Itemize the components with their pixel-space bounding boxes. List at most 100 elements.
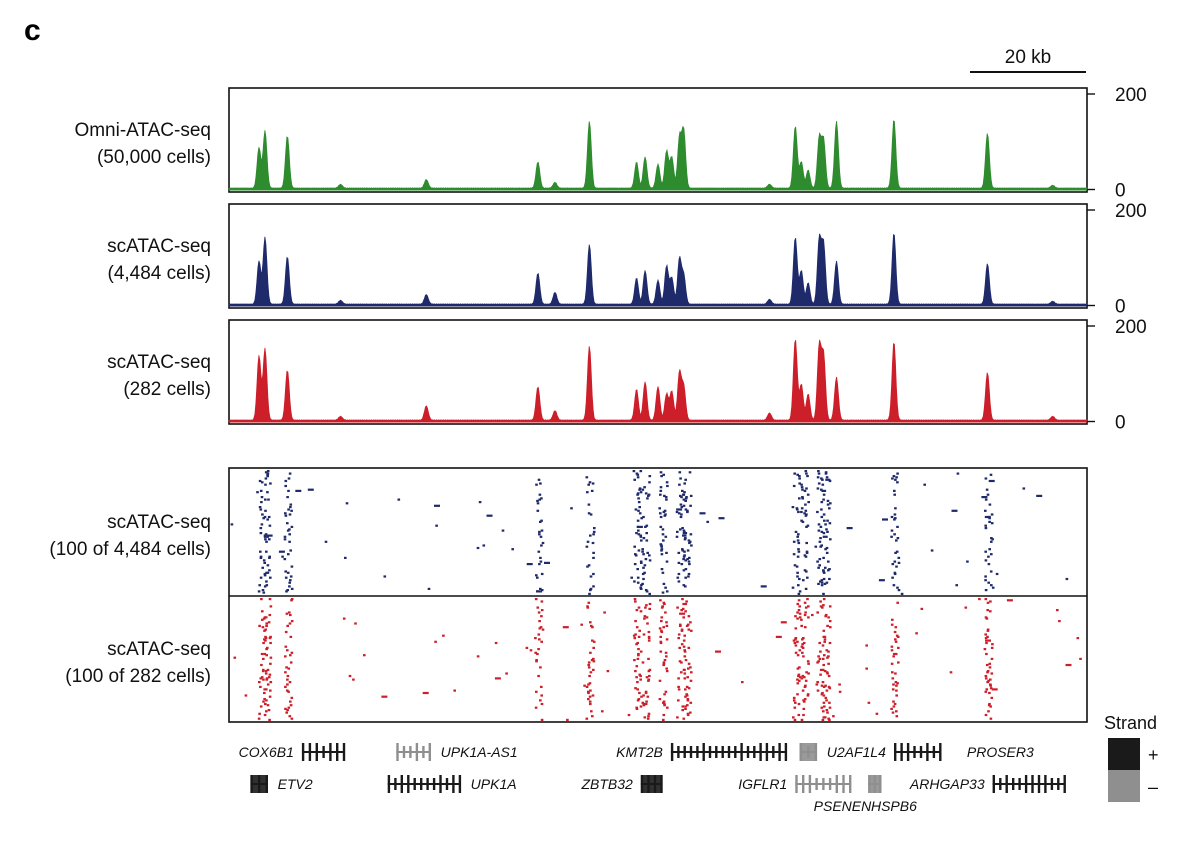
gene-sub-label: HSPB6 xyxy=(871,798,917,814)
fragment-mark xyxy=(890,529,894,532)
fragment-mark xyxy=(642,633,646,636)
fragment-mark xyxy=(264,471,268,474)
fragment-mark xyxy=(286,689,289,692)
raster-label: (100 of 282 cells) xyxy=(65,666,211,687)
fragment-mark xyxy=(680,513,683,516)
fragment-mark xyxy=(278,550,285,553)
fragment-mark xyxy=(827,662,830,665)
fragment-mark xyxy=(792,696,796,699)
fragment-mark xyxy=(894,551,897,554)
panel-letter: c xyxy=(24,14,41,47)
fragment-mark xyxy=(802,655,805,658)
fragment-mark xyxy=(988,691,991,695)
fragment-mark xyxy=(805,551,809,554)
fragment-mark xyxy=(590,489,594,492)
fragment-mark xyxy=(664,611,667,614)
fragment-mark xyxy=(1065,663,1072,667)
fragment-mark xyxy=(682,555,686,558)
fragment-mark xyxy=(637,533,641,536)
fragment-mark xyxy=(795,507,799,510)
fragment-mark xyxy=(664,535,668,538)
fragment-mark xyxy=(647,715,650,718)
gene-exon xyxy=(1012,778,1015,790)
gene-exon xyxy=(413,778,416,790)
fragment-mark xyxy=(797,510,800,514)
fragment-mark xyxy=(664,513,667,516)
legend-swatch xyxy=(1108,770,1140,802)
fragment-mark xyxy=(825,535,828,538)
fragment-mark xyxy=(984,477,988,480)
fragment-mark xyxy=(637,606,641,609)
fragment-mark xyxy=(685,694,689,697)
fragment-mark xyxy=(798,605,801,608)
fragment-mark xyxy=(660,545,663,548)
fragment-mark xyxy=(268,613,272,617)
fragment-mark xyxy=(988,702,991,706)
fragment-mark xyxy=(990,672,994,675)
fragment-mark xyxy=(805,472,808,475)
fragment-mark xyxy=(585,545,589,548)
fragment-mark xyxy=(534,598,538,601)
fragment-mark xyxy=(806,493,810,496)
fragment-mark xyxy=(687,667,690,670)
fragment-mark xyxy=(686,558,689,561)
fragment-mark xyxy=(268,676,271,679)
fragment-mark xyxy=(686,676,689,679)
fragment-mark xyxy=(822,685,826,688)
fragment-mark xyxy=(796,678,799,681)
fragment-mark xyxy=(890,707,893,710)
fragment-mark xyxy=(266,683,270,686)
fragment-mark xyxy=(267,498,270,501)
fragment-mark xyxy=(820,515,824,519)
fragment-mark xyxy=(794,627,798,630)
fragment-mark xyxy=(828,620,832,623)
fragment-mark xyxy=(262,657,265,660)
fragment-mark xyxy=(260,523,264,526)
fragment-mark xyxy=(822,701,826,704)
fragment-mark xyxy=(634,508,638,511)
fragment-mark xyxy=(587,483,590,486)
gene-exon xyxy=(999,778,1002,790)
gene-exon xyxy=(458,775,462,793)
fragment-mark xyxy=(263,535,267,538)
fragment-mark xyxy=(826,519,829,522)
fragment-mark xyxy=(677,580,681,583)
fragment-mark xyxy=(796,617,799,620)
fragment-mark xyxy=(893,630,897,634)
fragment-mark xyxy=(687,615,691,618)
fragment-mark xyxy=(896,472,899,475)
fragment-mark xyxy=(646,695,650,698)
gene-cox6b1: COX6B1 xyxy=(239,743,346,761)
fragment-mark xyxy=(352,678,355,681)
fragment-mark xyxy=(815,683,819,686)
fragment-mark xyxy=(663,602,666,606)
fragment-mark xyxy=(342,617,346,620)
fragment-mark xyxy=(592,646,595,649)
fragment-mark xyxy=(642,566,645,569)
raster-r4484: scATAC-seq (100 of 4,484 cells) xyxy=(49,470,1069,595)
fragment-mark xyxy=(890,649,894,652)
fragment-mark xyxy=(677,685,680,688)
fragment-mark xyxy=(679,515,683,519)
fragment-mark xyxy=(794,615,797,618)
fragment-mark xyxy=(643,564,647,567)
fragment-mark xyxy=(644,558,648,561)
fragment-mark xyxy=(679,624,682,627)
fragment-mark xyxy=(646,497,649,500)
fragment-mark xyxy=(689,701,693,704)
fragment-mark xyxy=(816,510,819,514)
fragment-mark xyxy=(290,565,294,568)
fragment-mark xyxy=(660,620,663,623)
fragment-mark xyxy=(826,672,829,675)
fragment-mark xyxy=(679,612,686,615)
fragment-mark xyxy=(890,645,894,648)
gene-exon xyxy=(452,775,455,793)
fragment-mark xyxy=(988,662,992,665)
fragment-mark xyxy=(986,601,990,604)
fragment-mark xyxy=(644,691,648,695)
fragment-mark xyxy=(683,538,687,541)
fragment-mark xyxy=(259,556,263,559)
fragment-mark xyxy=(682,616,685,619)
fragment-mark xyxy=(268,718,271,721)
